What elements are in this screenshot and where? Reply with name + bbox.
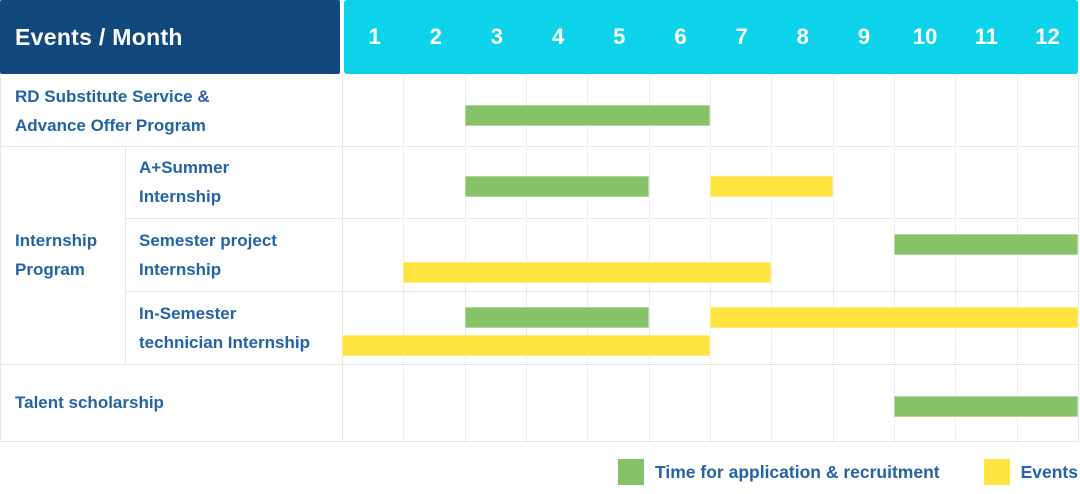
row-divider (0, 146, 1078, 147)
month-header-cell: 6 (674, 24, 687, 49)
row-label-a-plus-summer-internship: A+Summer Internship (139, 158, 230, 206)
month-gridline (771, 76, 772, 441)
legend-label-recruitment: Time for application & recruitment (655, 461, 940, 482)
month-header-cell: 12 (1035, 24, 1060, 49)
month-header-cell: 2 (429, 24, 442, 49)
gantt-bar-events (710, 307, 1078, 328)
month-gridline (894, 76, 895, 441)
group-label-internship-program: Internship Program (15, 231, 98, 279)
month-gridline (587, 76, 588, 441)
row-divider (125, 218, 1078, 219)
recruitment-swatch-icon (618, 459, 645, 485)
gantt-bar-recruitment (465, 105, 710, 126)
month-header-cell: 3 (490, 24, 504, 49)
gantt-bar-recruitment (894, 234, 1078, 255)
row-divider (0, 364, 1078, 365)
month-header-cell: 1 (368, 24, 381, 49)
legend-item-events: Events (983, 459, 1078, 485)
gantt-bar-events (342, 335, 710, 356)
gantt-bar-recruitment (894, 396, 1078, 417)
gantt-bar-recruitment (465, 176, 649, 197)
month-header-cell: 9 (857, 24, 871, 49)
row-label-rd-substitute-service: RD Substitute Service & Advance Offer Pro… (15, 87, 210, 135)
month-header-cell: 10 (912, 24, 938, 49)
gantt-bar-recruitment (465, 307, 649, 328)
row-label-talent-scholarship: Talent scholarship (15, 393, 164, 412)
row-divider (0, 441, 1078, 442)
month-gridline (1017, 76, 1018, 441)
month-gridline (465, 76, 466, 441)
chart-area-divider (342, 76, 343, 441)
month-gridline (649, 76, 650, 441)
table-left-border (0, 76, 1, 441)
month-header-cell: 4 (551, 24, 565, 49)
month-gridline (955, 76, 956, 441)
events-swatch-icon (983, 459, 1010, 485)
table-title: Events / Month (0, 0, 340, 74)
gantt-bar-events (710, 176, 833, 197)
row-label-semester-project-internship: Semester project Internship (139, 230, 277, 279)
month-header-cell: 11 (974, 24, 998, 49)
month-header-cell: 5 (613, 24, 626, 49)
month-gridline (833, 76, 834, 441)
row-divider (125, 291, 1078, 292)
legend-item-recruitment: Time for application & recruitment (618, 459, 940, 485)
row-label-in-semester-technician-internship: In-Semester technician Internship (139, 303, 310, 352)
gantt-bar-events (403, 262, 771, 283)
month-header-row: 1 2 3 4 5 6 7 8 9 10 11 12 (344, 0, 1078, 74)
month-gridline (710, 76, 711, 441)
sublabel-column-divider (125, 146, 126, 364)
legend-label-events: Events (1020, 461, 1078, 482)
month-header-cell: 7 (735, 24, 748, 49)
month-header-cell: 8 (796, 24, 809, 49)
legend: Time for application & recruitment Event… (618, 452, 1078, 492)
table-right-border (1078, 76, 1079, 441)
month-gridline (526, 76, 527, 441)
month-gridline (403, 76, 404, 441)
